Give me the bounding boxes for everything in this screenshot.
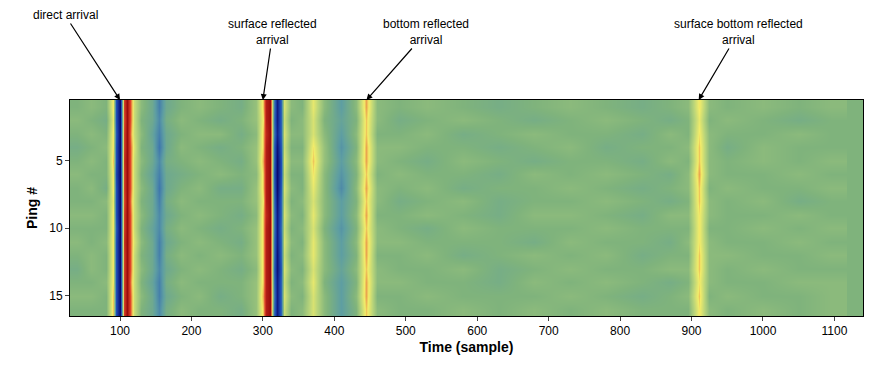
svg-text:Ping #: Ping # — [24, 187, 40, 229]
svg-text:200: 200 — [181, 324, 201, 338]
svg-text:700: 700 — [539, 324, 559, 338]
svg-text:10: 10 — [49, 221, 63, 235]
svg-text:900: 900 — [682, 324, 702, 338]
svg-text:surface reflectedarrival: surface reflectedarrival — [228, 17, 317, 47]
svg-text:bottom reflectedarrival: bottom reflectedarrival — [383, 17, 469, 47]
svg-text:15: 15 — [49, 289, 63, 303]
svg-text:600: 600 — [467, 324, 487, 338]
svg-text:400: 400 — [324, 324, 344, 338]
svg-text:surface bottom reflectedarriva: surface bottom reflectedarrival — [674, 17, 803, 47]
svg-text:100: 100 — [110, 324, 130, 338]
svg-text:800: 800 — [610, 324, 630, 338]
svg-text:5: 5 — [56, 154, 63, 168]
svg-text:300: 300 — [253, 324, 273, 338]
svg-text:500: 500 — [396, 324, 416, 338]
svg-text:Time (sample): Time (sample) — [420, 339, 514, 355]
svg-text:1100: 1100 — [822, 324, 848, 338]
svg-text:1000: 1000 — [750, 324, 777, 338]
svg-text:direct arrival: direct arrival — [33, 8, 98, 22]
